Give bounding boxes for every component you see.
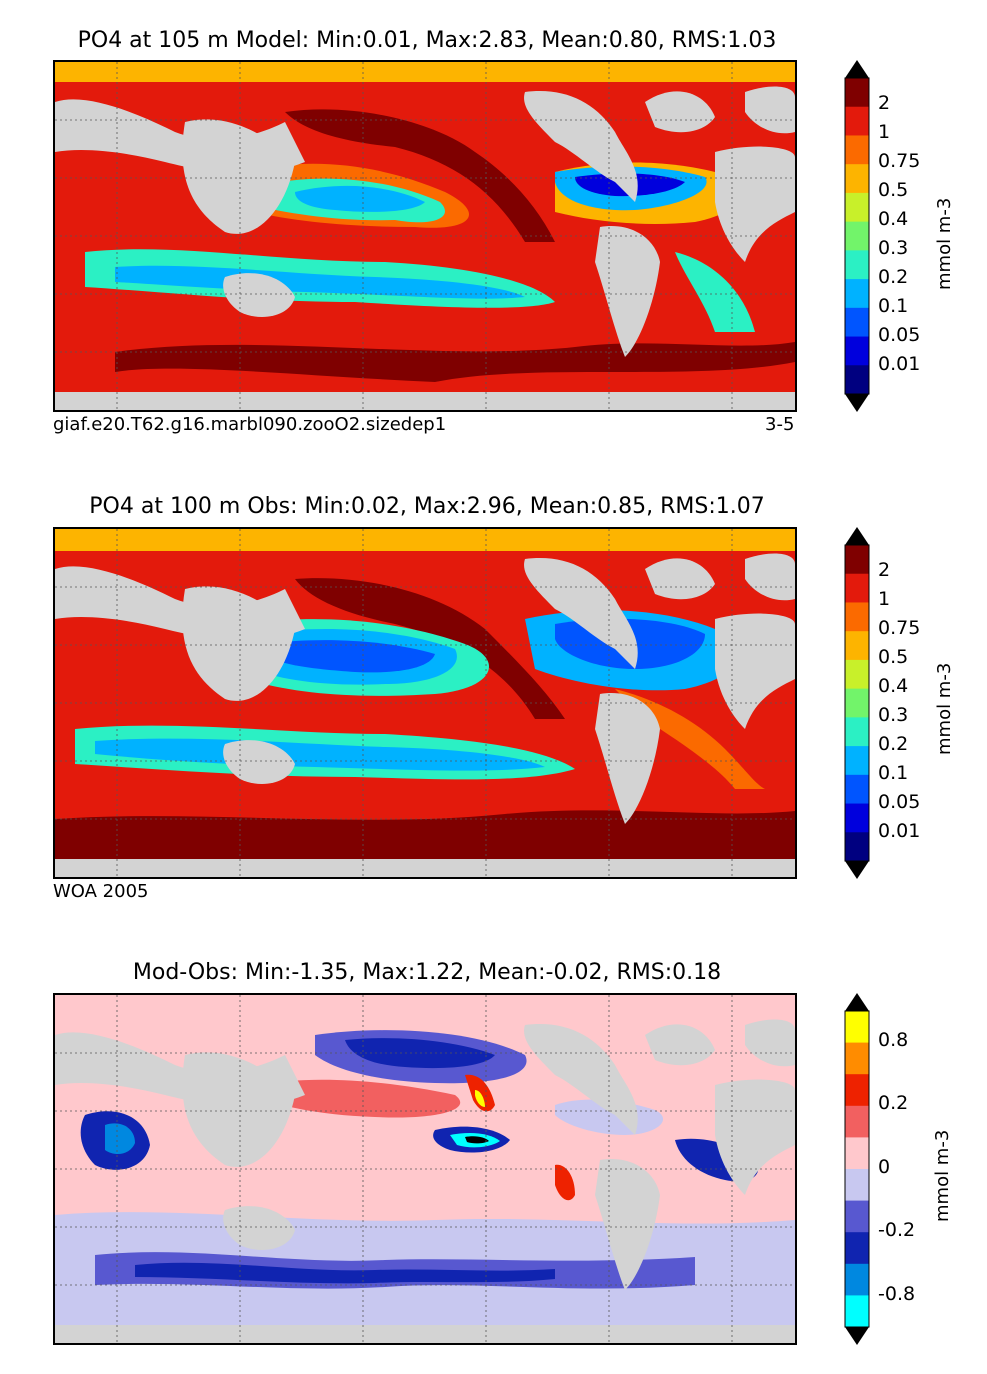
panel-2-caption-left: WOA 2005 [53, 881, 149, 902]
colorbar-extend-min [845, 861, 869, 879]
panel-1-tick-label: 0.4 [878, 208, 909, 230]
panel-1-tick-label: 2 [878, 92, 891, 114]
colorbar-extend-max [845, 993, 869, 1011]
panel-3-title: Mod-Obs: Min:-1.35, Max:1.22, Mean:-0.02… [132, 960, 722, 985]
panel-2-colorbar [844, 527, 870, 879]
colorbar-segment [845, 688, 869, 718]
colorbar-segment [845, 1042, 869, 1075]
colorbar-segment [845, 135, 869, 165]
panel-3-map-svg [55, 995, 795, 1343]
colorbar-segment [845, 106, 869, 136]
panel-2-tick-label: 0.4 [878, 675, 909, 697]
panel-3-tick-label: -0.8 [878, 1283, 916, 1305]
colorbar-segment [845, 250, 869, 280]
panel-3-tick-label: 0.8 [878, 1029, 909, 1051]
panel-1-caption-left: giaf.e20.T62.g16.marbl090.zooO2.sizedep1 [53, 414, 447, 435]
colorbar-segment [845, 746, 869, 776]
panel-2-map-svg [55, 529, 795, 877]
colorbar-segment [845, 1105, 869, 1138]
panel-2-tick-label: 2 [878, 559, 891, 581]
panel-3-map [53, 993, 797, 1345]
colorbar-segment [845, 774, 869, 805]
colorbar-segment [845, 602, 869, 632]
colorbar-segment [845, 631, 869, 661]
colorbar-extend-max [845, 527, 869, 545]
panel-1-tick-label: 0.01 [878, 353, 921, 375]
panel-3-tick-label: -0.2 [878, 1219, 916, 1241]
colorbar-segment [845, 279, 869, 309]
colorbar-segment [845, 573, 869, 603]
panel-1-tick-label: 0.05 [878, 324, 921, 346]
panel-1-tick-label: 0.3 [878, 237, 909, 259]
panel-1-map [53, 60, 797, 412]
panel-1-tick-label: 0.2 [878, 266, 909, 288]
panel-2-title: PO4 at 100 m Obs: Min:0.02, Max:2.96, Me… [89, 494, 765, 519]
colorbar-border [844, 544, 870, 862]
colorbar-border [844, 1010, 870, 1328]
colorbar-segment [845, 307, 869, 338]
colorbar-segment [845, 717, 869, 747]
panel-1-tick-label: 0.5 [878, 179, 909, 201]
panel-2-tick-label: 0.1 [878, 762, 909, 784]
panel-2-tick-label: 0.05 [878, 791, 921, 813]
panel-1-tick-label: 0.75 [878, 150, 921, 172]
colorbar-segment [845, 1263, 869, 1296]
panel-1-colorbar-svg [844, 60, 870, 412]
colorbar-segment [845, 221, 869, 251]
panel-3-colorbar-unit: mmol m-3 [932, 1129, 953, 1222]
panel-2-colorbar-unit: mmol m-3 [934, 662, 955, 755]
colorbar-segment [845, 1295, 869, 1328]
panel-3-tick-label: 0.2 [878, 1092, 909, 1114]
colorbar-segment [845, 336, 869, 366]
panel-2-tick-label: 0.5 [878, 646, 909, 668]
panel-3-tick-label: 0 [878, 1156, 891, 1178]
colorbar-segment [845, 1074, 869, 1107]
panel-1-tick-label: 0.1 [878, 295, 909, 317]
panel-3-colorbar-svg [844, 993, 870, 1345]
panel-2-tick-label: 1 [878, 588, 891, 610]
colorbar-segment [845, 78, 869, 108]
colorbar-extend-min [845, 1327, 869, 1345]
colorbar-segment [845, 545, 869, 575]
colorbar-segment [845, 659, 869, 690]
panel-1-colorbar-unit: mmol m-3 [934, 197, 955, 290]
colorbar-segment [845, 164, 869, 194]
colorbar-segment [845, 832, 869, 862]
colorbar-segment [845, 1011, 869, 1044]
colorbar-segment [845, 1200, 869, 1233]
panel-1-title: PO4 at 105 m Model: Min:0.01, Max:2.83, … [77, 28, 777, 53]
colorbar-segment [845, 1169, 869, 1202]
panel-1-tick-label: 1 [878, 121, 891, 143]
panel-2-tick-label: 0.75 [878, 617, 921, 639]
panel-1-colorbar [844, 60, 870, 412]
panel-1-caption-right: 3-5 [765, 414, 795, 435]
colorbar-segment [845, 1137, 869, 1170]
colorbar-extend-max [845, 60, 869, 78]
panel-2-tick-label: 0.2 [878, 733, 909, 755]
panel-2-map [53, 527, 797, 879]
panel-1-map-svg [55, 62, 795, 410]
colorbar-extend-min [845, 394, 869, 412]
panel-3-colorbar [844, 993, 870, 1345]
colorbar-segment [845, 365, 869, 395]
colorbar-segment [845, 1232, 869, 1265]
colorbar-segment [845, 803, 869, 833]
colorbar-segment [845, 192, 869, 223]
panel-2-tick-label: 0.01 [878, 820, 921, 842]
panel-2-colorbar-svg [844, 527, 870, 879]
panel-2-tick-label: 0.3 [878, 704, 909, 726]
colorbar-border [844, 77, 870, 395]
